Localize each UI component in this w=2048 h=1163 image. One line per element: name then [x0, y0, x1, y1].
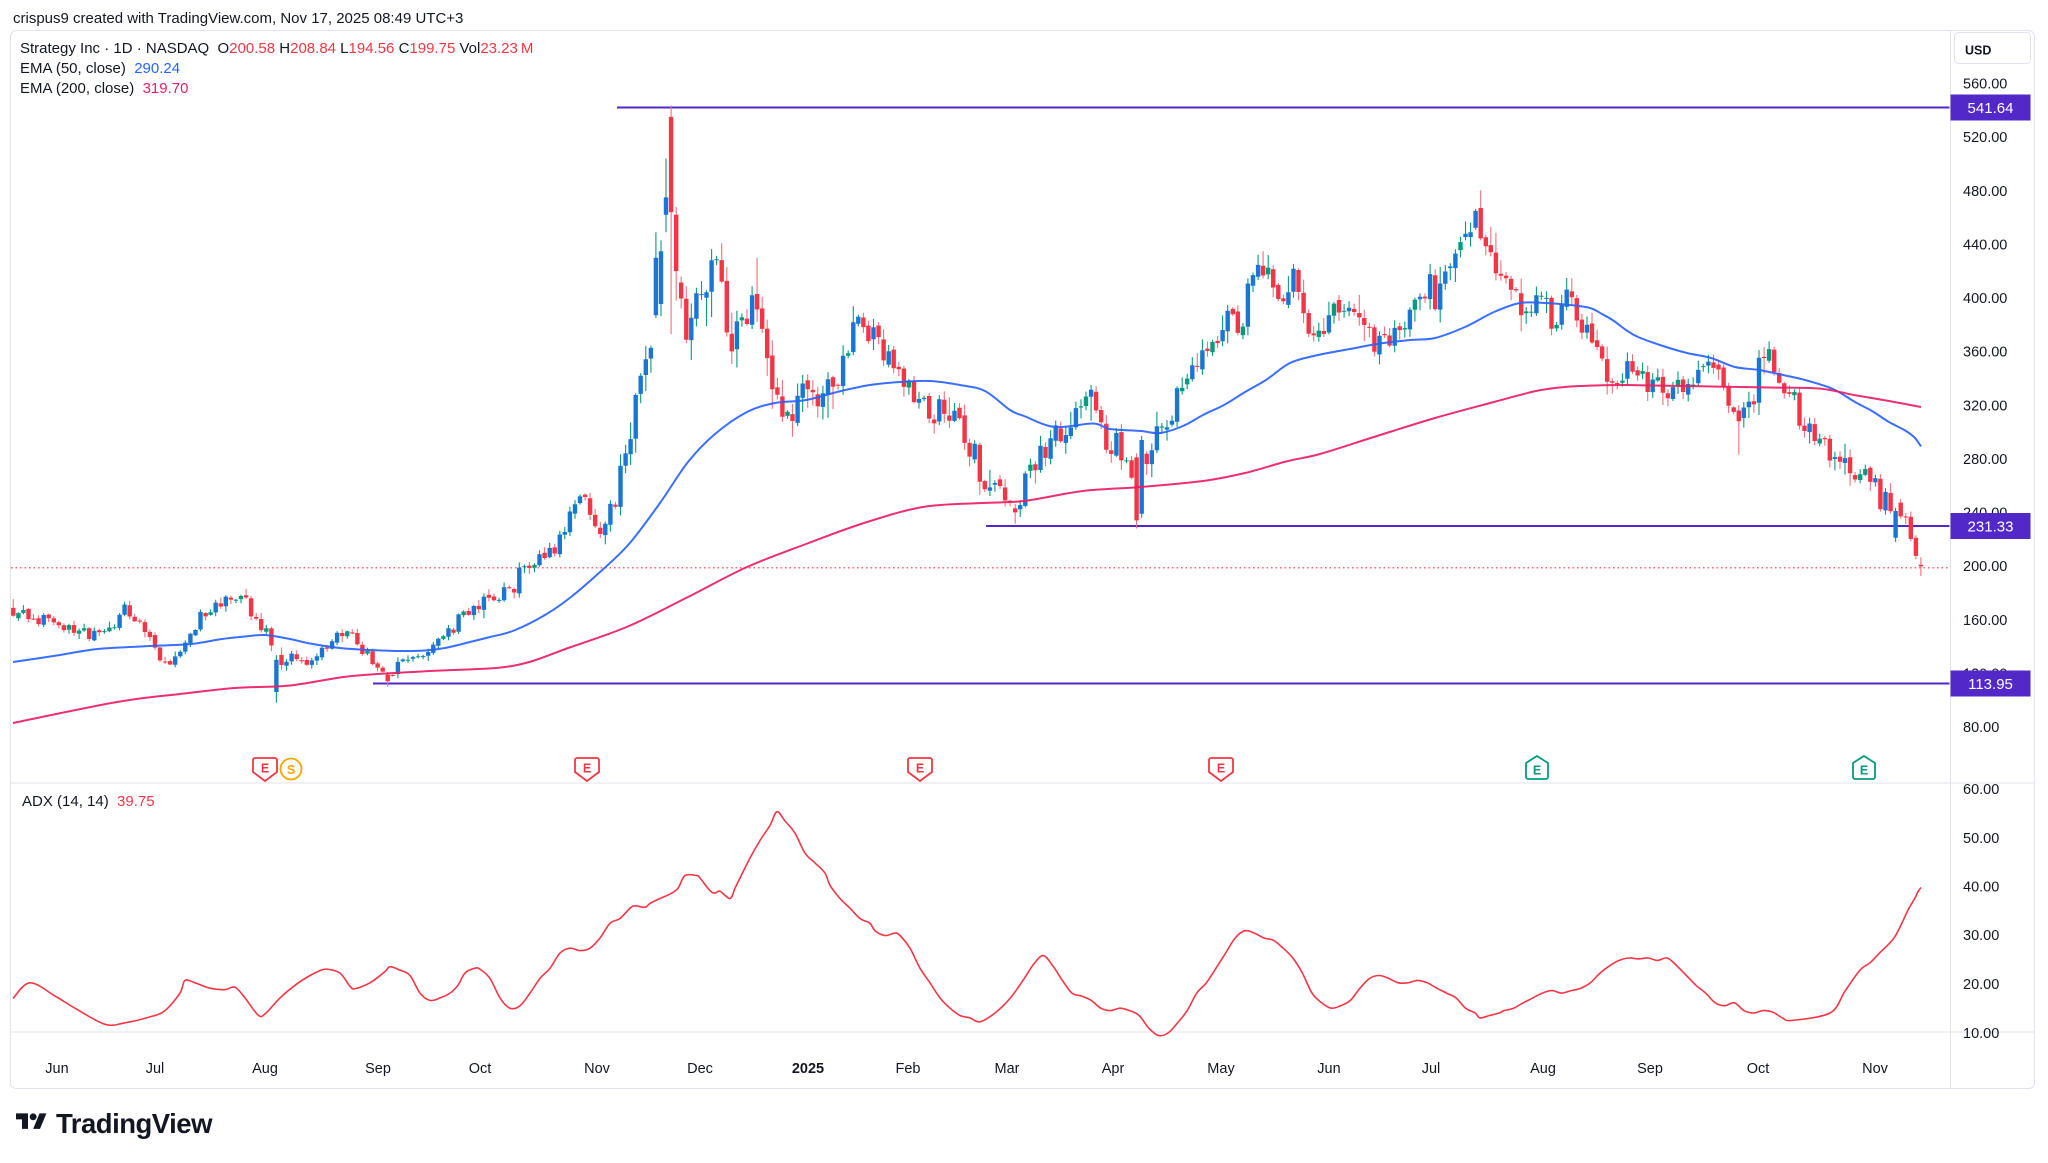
svg-text:200.00: 200.00: [1963, 559, 2007, 575]
svg-text:E: E: [261, 762, 269, 776]
svg-text:Mar: Mar: [995, 1061, 1020, 1077]
svg-text:Sep: Sep: [365, 1061, 391, 1077]
svg-text:280.00: 280.00: [1963, 452, 2007, 468]
svg-text:Jul: Jul: [146, 1061, 165, 1077]
svg-text:crispus9 created with TradingV: crispus9 created with TradingView.com, N…: [13, 10, 463, 27]
svg-text:30.00: 30.00: [1963, 928, 1999, 944]
svg-text:50.00: 50.00: [1963, 831, 1999, 847]
svg-text:231.33: 231.33: [1968, 518, 2014, 535]
svg-text:Nov: Nov: [1862, 1061, 1889, 1077]
svg-text:TradingView: TradingView: [56, 1108, 213, 1139]
svg-text:520.00: 520.00: [1963, 130, 2007, 146]
svg-text:Aug: Aug: [1530, 1061, 1556, 1077]
svg-text:440.00: 440.00: [1963, 238, 2007, 254]
svg-text:Feb: Feb: [896, 1061, 921, 1077]
svg-text:Nov: Nov: [584, 1061, 611, 1077]
svg-text:480.00: 480.00: [1963, 184, 2007, 200]
svg-text:E: E: [1860, 764, 1868, 778]
svg-text:60.00: 60.00: [1963, 782, 1999, 798]
svg-text:EMA (200, close) 319.70: EMA (200, close) 319.70: [20, 80, 188, 97]
svg-text:Aug: Aug: [252, 1061, 278, 1077]
svg-text:2025: 2025: [792, 1061, 824, 1077]
svg-text:Apr: Apr: [1102, 1061, 1125, 1077]
svg-text:320.00: 320.00: [1963, 398, 2007, 414]
svg-text:Jun: Jun: [45, 1061, 68, 1077]
svg-text:E: E: [916, 762, 924, 776]
svg-text:S: S: [287, 763, 295, 777]
svg-text:113.95: 113.95: [1968, 676, 2013, 693]
svg-text:400.00: 400.00: [1963, 291, 2007, 307]
svg-text:360.00: 360.00: [1963, 345, 2007, 361]
svg-text:Dec: Dec: [687, 1061, 713, 1077]
svg-text:EMA (50, close) 290.24: EMA (50, close) 290.24: [20, 60, 180, 77]
svg-text:Oct: Oct: [1747, 1061, 1770, 1077]
svg-text:USD: USD: [1965, 44, 1991, 58]
svg-text:ADX (14, 14) 39.75: ADX (14, 14) 39.75: [22, 793, 155, 810]
svg-text:20.00: 20.00: [1963, 977, 1999, 993]
svg-text:Jun: Jun: [1317, 1061, 1340, 1077]
svg-text:160.00: 160.00: [1963, 613, 2007, 629]
svg-text:E: E: [1217, 762, 1225, 776]
svg-text:40.00: 40.00: [1963, 880, 1999, 896]
svg-text:E: E: [583, 762, 591, 776]
svg-text:E: E: [1533, 764, 1541, 778]
svg-text:Sep: Sep: [1637, 1061, 1663, 1077]
svg-text:Strategy Inc · 1D · NASDAQ O2: Strategy Inc · 1D · NASDAQ O200.58 H208.…: [20, 40, 533, 57]
svg-text:Oct: Oct: [469, 1061, 492, 1077]
svg-text:541.64: 541.64: [1968, 100, 2014, 117]
svg-text:10.00: 10.00: [1963, 1026, 1999, 1042]
svg-text:80.00: 80.00: [1963, 720, 1999, 736]
svg-text:May: May: [1207, 1061, 1235, 1077]
svg-text:Jul: Jul: [1422, 1061, 1441, 1077]
svg-text:560.00: 560.00: [1963, 77, 2007, 93]
